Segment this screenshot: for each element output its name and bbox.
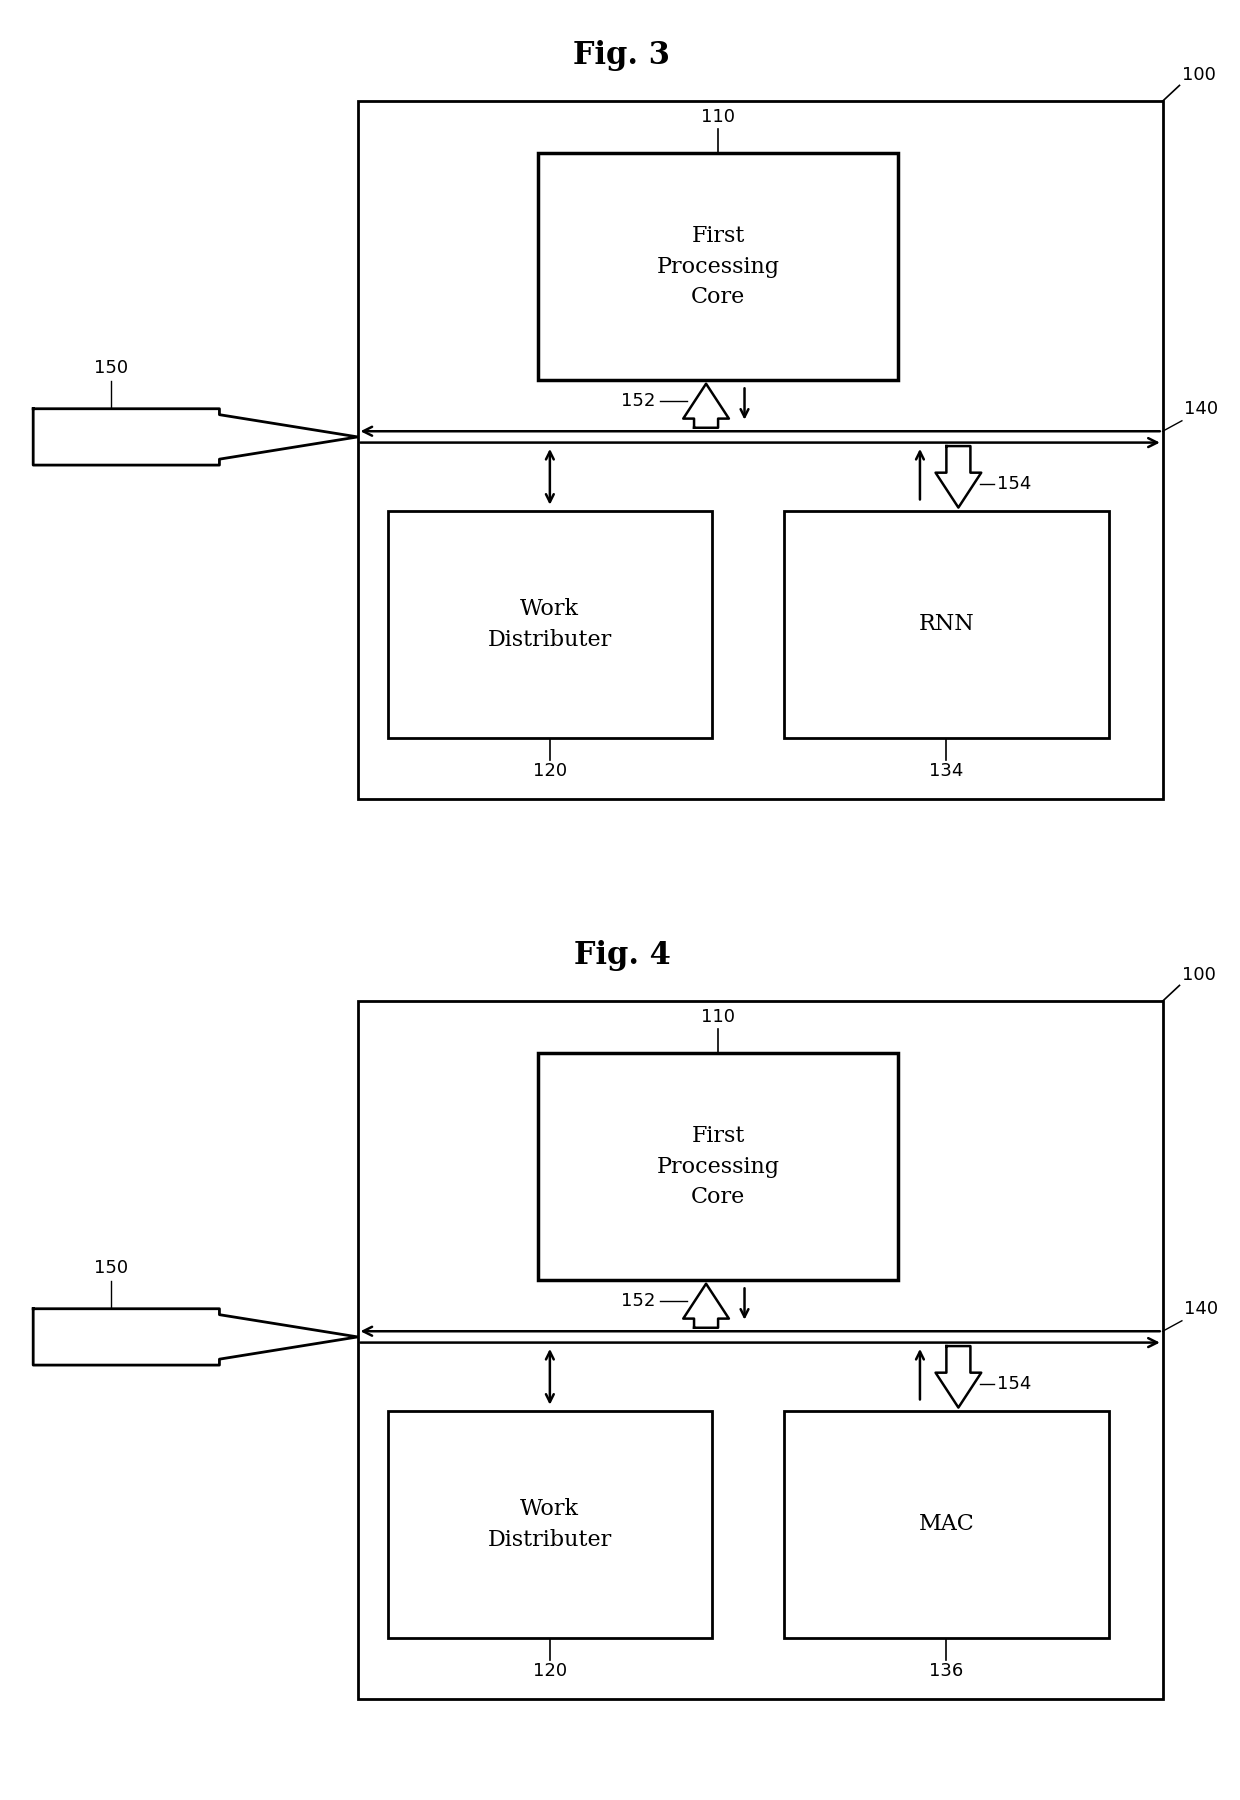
Text: 110: 110	[701, 1008, 735, 1026]
Bar	[784, 511, 1109, 738]
Bar	[388, 1411, 712, 1638]
Text: 140: 140	[1184, 400, 1219, 418]
Text: Work
Distributer: Work Distributer	[487, 1498, 613, 1550]
Text: First
Processing
Core: First Processing Core	[657, 225, 780, 308]
Polygon shape	[33, 1309, 357, 1364]
Bar	[388, 511, 712, 738]
Text: RNN: RNN	[919, 614, 975, 635]
Polygon shape	[935, 446, 981, 508]
Text: 150: 150	[94, 360, 129, 378]
Text: 134: 134	[929, 761, 963, 779]
Text: 152: 152	[621, 392, 656, 410]
Text: 120: 120	[533, 1661, 567, 1679]
Text: 136: 136	[929, 1661, 963, 1679]
Polygon shape	[683, 383, 729, 428]
Text: 110: 110	[701, 108, 735, 126]
Text: 150: 150	[94, 1260, 129, 1278]
Bar	[357, 1001, 1163, 1699]
Text: 152: 152	[621, 1292, 656, 1310]
Text: Fig. 4: Fig. 4	[574, 940, 671, 970]
Text: Application Work: Application Work	[35, 427, 218, 446]
Text: 140: 140	[1184, 1300, 1219, 1318]
Text: MAC: MAC	[919, 1514, 975, 1535]
Text: 120: 120	[533, 761, 567, 779]
Polygon shape	[33, 409, 357, 464]
Bar	[538, 153, 898, 380]
Text: 154: 154	[997, 475, 1032, 493]
Text: Application Work: Application Work	[35, 1327, 218, 1346]
Polygon shape	[935, 1346, 981, 1408]
Bar	[538, 1053, 898, 1280]
Bar	[357, 101, 1163, 799]
Text: Fig. 3: Fig. 3	[573, 40, 671, 70]
Text: 100: 100	[1182, 65, 1215, 83]
Text: First
Processing
Core: First Processing Core	[657, 1125, 780, 1208]
Text: 154: 154	[997, 1375, 1032, 1393]
Bar	[784, 1411, 1109, 1638]
Polygon shape	[683, 1283, 729, 1328]
Text: Work
Distributer: Work Distributer	[487, 598, 613, 650]
Text: 100: 100	[1182, 965, 1215, 983]
